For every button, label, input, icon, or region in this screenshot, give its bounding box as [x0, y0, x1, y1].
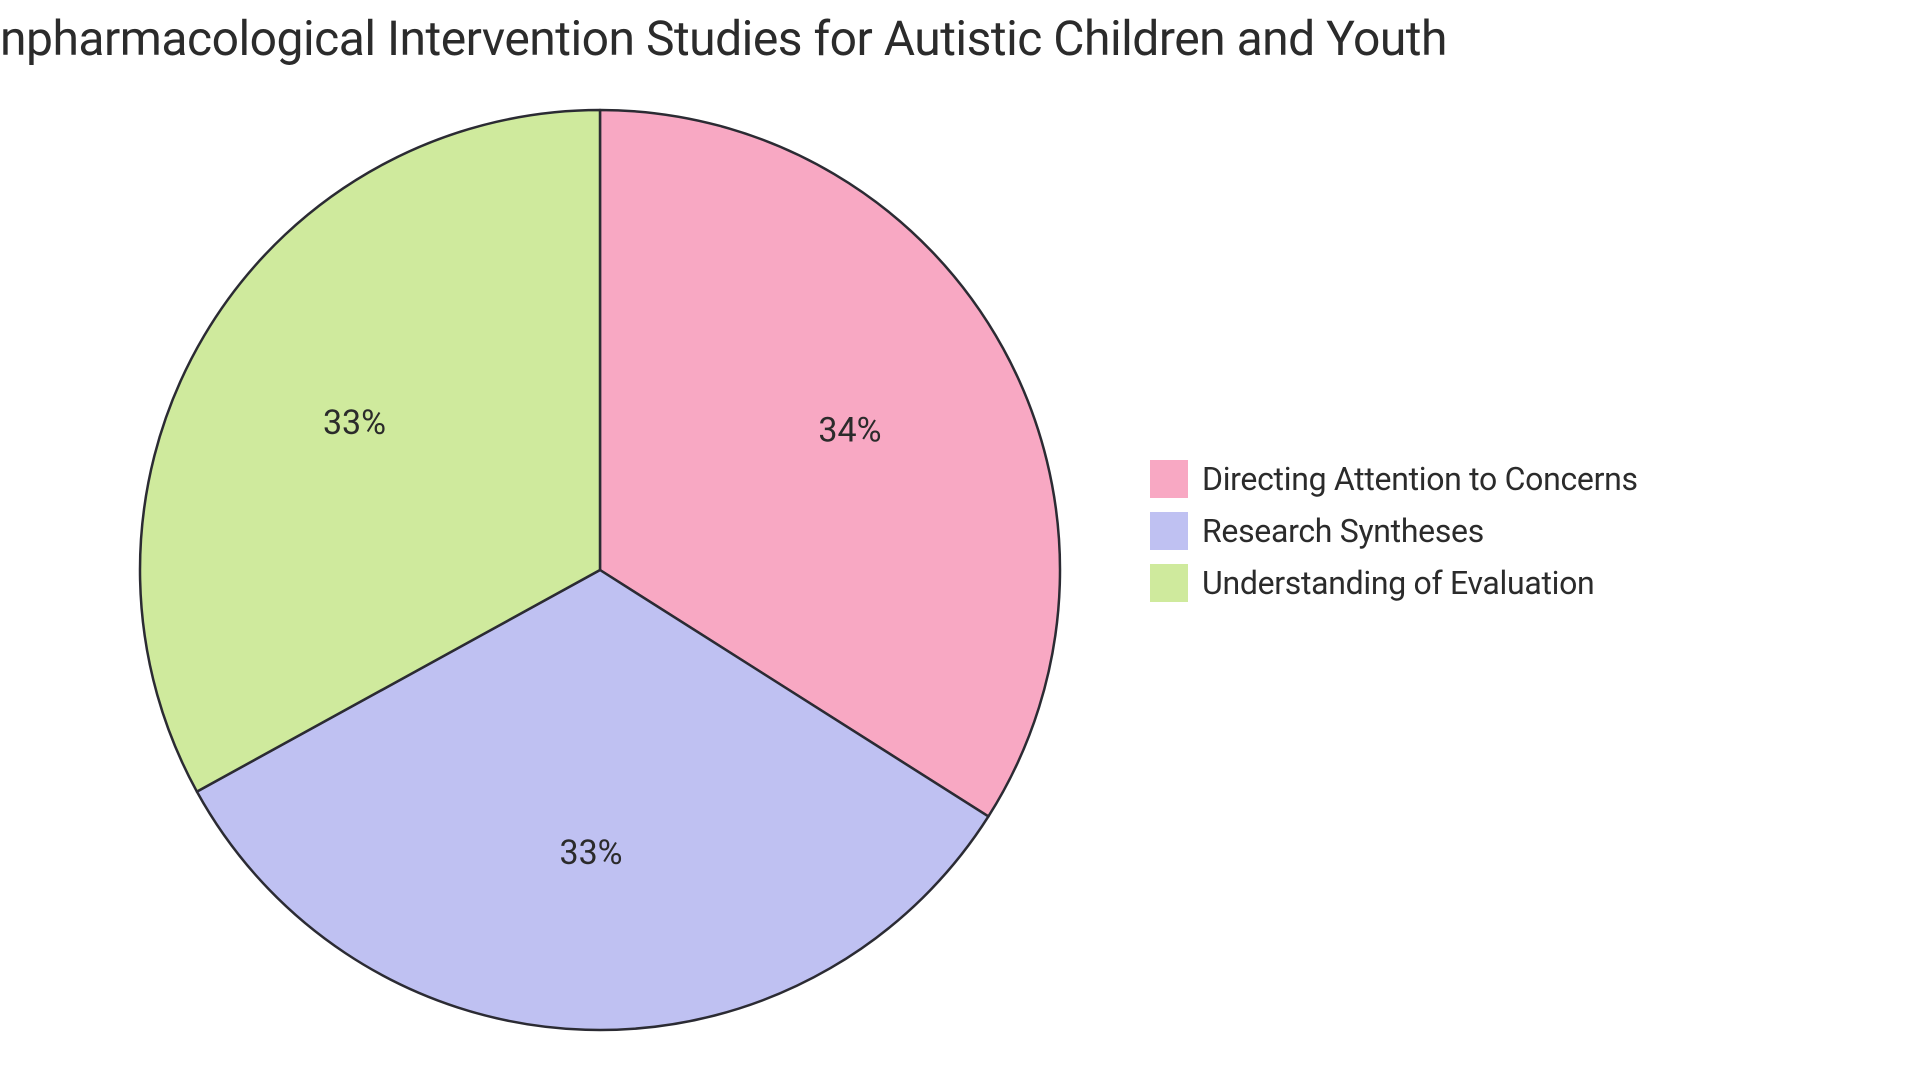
- legend-item: Directing Attention to Concerns: [1150, 460, 1638, 498]
- legend-item: Understanding of Evaluation: [1150, 564, 1638, 602]
- chart-container: npharmacological Intervention Studies fo…: [0, 0, 1920, 1080]
- legend-swatch: [1150, 460, 1188, 498]
- legend-label: Directing Attention to Concerns: [1202, 460, 1638, 498]
- slice-percent-label: 33%: [323, 403, 386, 443]
- slice-percent-label: 33%: [559, 833, 622, 873]
- legend: Directing Attention to Concerns Research …: [1150, 460, 1638, 616]
- legend-item: Research Syntheses: [1150, 512, 1638, 550]
- legend-label: Research Syntheses: [1202, 512, 1484, 550]
- slice-percent-label: 34%: [818, 411, 881, 451]
- legend-swatch: [1150, 512, 1188, 550]
- chart-title: npharmacological Intervention Studies fo…: [0, 10, 1447, 67]
- legend-label: Understanding of Evaluation: [1202, 564, 1594, 602]
- legend-swatch: [1150, 564, 1188, 602]
- pie-chart: 34% 33% 33%: [120, 90, 1080, 1054]
